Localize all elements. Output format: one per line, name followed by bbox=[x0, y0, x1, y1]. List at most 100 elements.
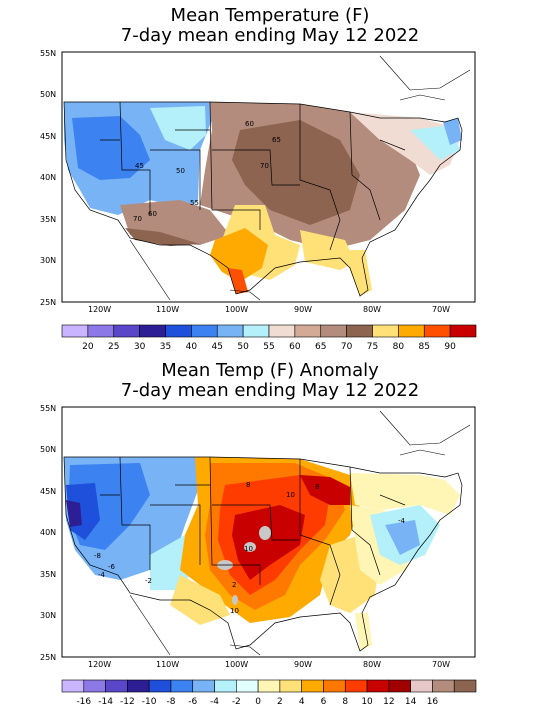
colorbar-label: -2 bbox=[232, 697, 241, 707]
colorbar-label: 60 bbox=[289, 342, 301, 352]
colorbar-swatch bbox=[236, 679, 259, 693]
colorbar-swatch bbox=[294, 324, 322, 338]
contour-label: 60 bbox=[245, 120, 254, 128]
lat-axis: 55N 50N 45N 40N 35N 30N 25N bbox=[40, 404, 56, 662]
colorbar-label: -6 bbox=[188, 697, 197, 707]
colorbar-swatch bbox=[423, 324, 451, 338]
temperature-anomaly-panel: Mean Temp (F) Anomaly 7-day mean ending … bbox=[0, 355, 540, 709]
contour-label: 8 bbox=[315, 483, 319, 491]
contour-label: 60 bbox=[148, 210, 157, 218]
contour-label: 70 bbox=[260, 162, 269, 170]
colorbar-swatch bbox=[127, 679, 150, 693]
colorbar-label: 65 bbox=[315, 342, 326, 352]
colorbar-swatch bbox=[105, 679, 128, 693]
colorbar-swatch bbox=[410, 679, 433, 693]
contour-label: 10 bbox=[244, 545, 253, 553]
colorbar-swatch bbox=[216, 324, 244, 338]
map-title: Mean Temperature (F) bbox=[170, 5, 370, 26]
colorbar-swatch bbox=[83, 679, 106, 693]
colorbar-swatch bbox=[192, 679, 215, 693]
colorbar-swatch bbox=[170, 679, 194, 693]
lon-label: 90W bbox=[294, 660, 312, 669]
map-subtitle: 7-day mean ending May 12 2022 bbox=[120, 380, 420, 401]
lat-label: 30N bbox=[40, 611, 56, 620]
colorbar-swatch bbox=[148, 679, 172, 693]
colorbar-swatch bbox=[301, 679, 324, 693]
colorbar-swatch bbox=[453, 679, 477, 693]
map-title: Mean Temp (F) Anomaly bbox=[161, 360, 379, 381]
colorbar-label: 4 bbox=[299, 697, 305, 707]
colorbar-label: -12 bbox=[120, 697, 135, 707]
colorbar-label: -16 bbox=[76, 697, 91, 707]
lat-label: 55N bbox=[40, 404, 56, 413]
colorbar-swatch bbox=[432, 679, 455, 693]
colorbar-swatch bbox=[279, 679, 302, 693]
lat-label: 40N bbox=[40, 528, 56, 537]
colorbar-label: 30 bbox=[134, 342, 146, 352]
lon-label: 80W bbox=[363, 305, 381, 314]
colorbar-label: 75 bbox=[367, 342, 378, 352]
colorbar-label: 90 bbox=[444, 342, 456, 352]
colorbar-label: 0 bbox=[255, 697, 261, 707]
anomaly-colorbar: -16 -14 -12 -10 -8 -6 -4 -2 0 2 4 6 8 10 12 14 16 bbox=[61, 679, 477, 707]
lon-label: 110W bbox=[156, 660, 179, 669]
lat-label: 55N bbox=[40, 49, 56, 58]
contour-label: 8 bbox=[246, 481, 250, 489]
colorbar-swatch bbox=[214, 679, 237, 693]
lon-label: 120W bbox=[88, 660, 111, 669]
contour-label: -4 bbox=[398, 517, 406, 525]
contour-label: -6 bbox=[108, 563, 116, 571]
lon-label: 110W bbox=[156, 305, 179, 314]
contour-label: -8 bbox=[94, 552, 101, 560]
temperature-anomaly-map: 8 10 8 10 -8 -6 -4 -2 -4 10 2 55N 50N 45… bbox=[40, 404, 476, 669]
colorbar-swatch bbox=[366, 679, 390, 693]
colorbar-swatch bbox=[320, 324, 347, 338]
lat-axis: 55N 50N 45N 40N 35N 30N 25N bbox=[40, 49, 56, 307]
colorbar-swatch bbox=[323, 679, 346, 693]
lat-label: 25N bbox=[40, 653, 56, 662]
contour-label: 50 bbox=[176, 167, 185, 175]
contour-label: 2 bbox=[232, 581, 236, 589]
colorbar-label: 45 bbox=[212, 342, 223, 352]
lat-label: 45N bbox=[40, 487, 56, 496]
lat-label: 30N bbox=[40, 256, 56, 265]
lat-label: 35N bbox=[40, 215, 56, 224]
temperature-shading bbox=[64, 102, 462, 296]
lat-label: 50N bbox=[40, 445, 56, 454]
colorbar-label: 12 bbox=[383, 697, 394, 707]
contour-label: 65 bbox=[272, 136, 281, 144]
temperature-colorbar: 20 25 30 35 40 45 50 55 60 65 70 75 80 85 90 bbox=[61, 324, 477, 352]
colorbar-label: 16 bbox=[427, 697, 439, 707]
boundary-lines bbox=[63, 456, 463, 652]
colorbar-label: 80 bbox=[393, 342, 405, 352]
lon-label: 100W bbox=[225, 660, 248, 669]
colorbar-label: 50 bbox=[237, 342, 249, 352]
colorbar-label: 20 bbox=[82, 342, 94, 352]
lon-label: 90W bbox=[294, 305, 312, 314]
colorbar-label: -8 bbox=[166, 697, 175, 707]
contour-label: 45 bbox=[135, 162, 144, 170]
lat-label: 45N bbox=[40, 132, 56, 141]
lon-label: 70W bbox=[432, 660, 450, 669]
lon-label: 70W bbox=[432, 305, 450, 314]
colorbar-label: 25 bbox=[108, 342, 119, 352]
colorbar-swatch bbox=[242, 324, 270, 338]
colorbar-swatch bbox=[113, 324, 140, 338]
colorbar-label: -10 bbox=[142, 697, 157, 707]
contour-labels: 8 10 8 10 -8 -6 -4 -2 -4 10 2 bbox=[94, 481, 406, 615]
contour-label: 10 bbox=[286, 491, 295, 499]
mean-temperature-map: 45 50 55 60 65 70 60 70 55N 50N 45N 40N … bbox=[40, 49, 476, 314]
contour-label: -2 bbox=[145, 577, 152, 585]
colorbar-swatch bbox=[139, 324, 166, 338]
contour-label: -4 bbox=[98, 571, 106, 579]
colorbar-label: 14 bbox=[405, 697, 417, 707]
lon-axis: 120W 110W 100W 90W 80W 70W bbox=[88, 305, 450, 314]
lon-axis: 120W 110W 100W 90W 80W 70W bbox=[88, 660, 450, 669]
colorbar-label: 2 bbox=[277, 697, 283, 707]
lon-label: 120W bbox=[88, 305, 111, 314]
colorbar-label: 40 bbox=[186, 342, 198, 352]
colorbar-label: 10 bbox=[361, 697, 373, 707]
colorbar-swatch bbox=[268, 324, 296, 338]
colorbar-swatch bbox=[257, 679, 281, 693]
colorbar-label: 35 bbox=[160, 342, 171, 352]
